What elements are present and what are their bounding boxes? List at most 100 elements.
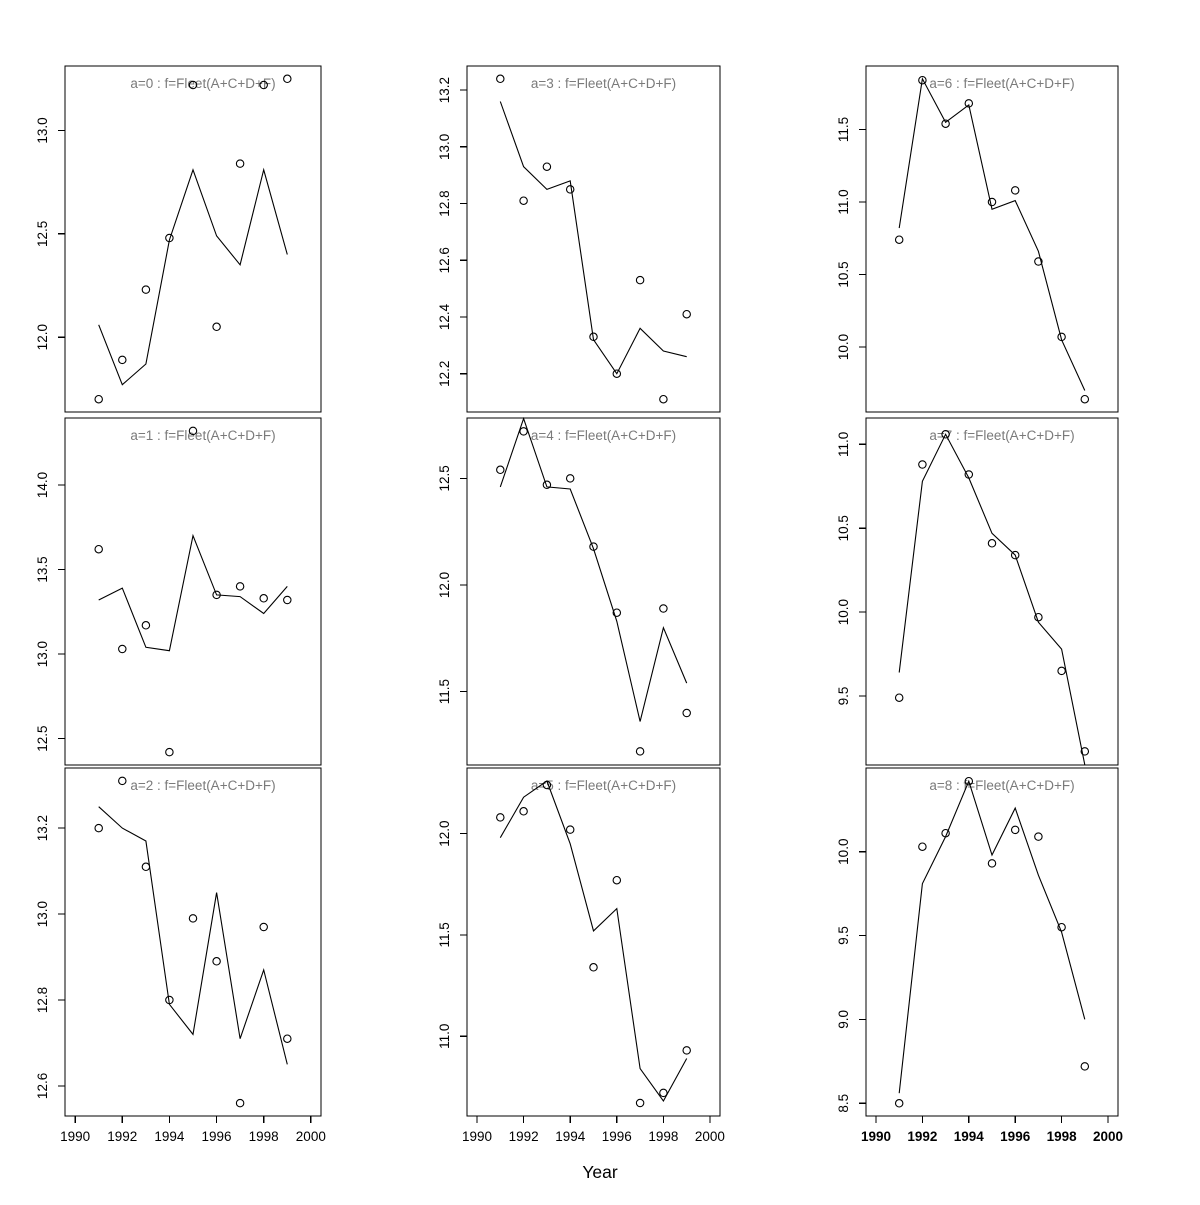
x-tick-label: 1996 (1000, 1129, 1031, 1144)
data-point (519, 807, 528, 816)
data-point (165, 233, 174, 243)
y-tick-label: 10.5 (836, 515, 851, 541)
data-point (894, 1099, 904, 1108)
y-tick-label: 12.5 (437, 465, 452, 491)
data-point (1034, 257, 1043, 266)
y-tick-label: 12.0 (35, 324, 50, 350)
data-point (519, 427, 528, 436)
data-point (94, 544, 103, 554)
panel-title: a=5 : f=Fleet(A+C+D+F) (531, 778, 676, 793)
data-point (141, 862, 151, 872)
y-tick-label: 10.0 (836, 334, 851, 360)
data-point (235, 1098, 245, 1108)
x-tick-label: 1996 (602, 1129, 632, 1144)
y-tick-label: 13.0 (35, 901, 50, 927)
data-point (1057, 332, 1066, 342)
data-point (259, 594, 268, 603)
data-point (682, 309, 691, 319)
data-point (659, 394, 668, 404)
panel-a6: a=6 : f=Fleet(A+C+D+F) 10.0 10.5 11.0 11.5 (836, 65, 1119, 413)
panel-title: a=8 : f=Fleet(A+C+D+F) (929, 778, 1074, 793)
y-tick-label: 11.0 (437, 1024, 452, 1049)
x-tick-label: 2000 (1093, 1129, 1123, 1144)
data-point (212, 322, 221, 332)
data-point (964, 99, 974, 108)
data-point (165, 995, 174, 1005)
data-point (141, 621, 151, 630)
y-tick-label: 11.0 (836, 189, 851, 214)
fitted-line (98, 167, 288, 386)
panel-title: a=2 : f=Fleet(A+C+D+F) (130, 778, 275, 793)
x-tick-label: 2000 (695, 1129, 725, 1144)
x-tick-label: 1990 (462, 1129, 492, 1144)
x-tick-label: 1996 (202, 1129, 232, 1144)
x-tick-label: 1998 (648, 1129, 678, 1144)
y-tick-label: 11.0 (836, 432, 851, 457)
data-point (941, 828, 950, 838)
y-tick-label: 9.5 (836, 926, 851, 945)
x-tick-label: 2000 (296, 1129, 326, 1144)
data-point (519, 196, 528, 205)
data-point (1034, 832, 1043, 841)
data-point (894, 235, 904, 244)
x-tick-label: 1994 (954, 1129, 985, 1144)
fitted-line (98, 806, 288, 1065)
fitted-line (499, 101, 687, 375)
fitted-line (499, 780, 688, 1103)
data-point (1057, 922, 1066, 932)
x-tick-label: 1992 (907, 1129, 937, 1144)
x-tick-label: 1994 (154, 1129, 185, 1144)
x-tick-label: 1990 (861, 1129, 891, 1144)
y-tick-label: 13.5 (35, 556, 50, 582)
data-point (659, 1088, 668, 1098)
y-tick-label: 12.4 (437, 303, 452, 330)
y-tick-label: 12.5 (35, 725, 50, 751)
data-point (212, 590, 221, 600)
data-point (235, 159, 245, 168)
x-tick-label: 1992 (509, 1129, 539, 1144)
panel-title: a=3 : f=Fleet(A+C+D+F) (531, 76, 676, 91)
panel-box (64, 767, 322, 1117)
data-point (682, 1046, 691, 1055)
y-tick-label: 12.5 (35, 221, 50, 247)
panel-a2: a=2 : f=Fleet(A+C+D+F) 12.6 12.8 13.0 13.2 19… (35, 767, 326, 1144)
panel-box (865, 767, 1119, 1117)
y-tick-label: 10.0 (836, 839, 851, 865)
x-tick-label: 1998 (1047, 1129, 1078, 1144)
data-point (542, 480, 552, 490)
y-tick-label: 12.6 (35, 1073, 50, 1099)
data-point (283, 1034, 292, 1043)
y-tick-label: 14.0 (35, 472, 50, 498)
x-tick-label: 1998 (249, 1129, 279, 1144)
y-tick-label: 12.0 (437, 572, 452, 598)
fitted-line (898, 779, 1086, 1094)
data-point (1010, 550, 1020, 560)
data-point (1057, 666, 1066, 676)
data-point (682, 708, 691, 718)
data-point (259, 922, 268, 932)
data-point (589, 963, 598, 972)
panel-box (466, 65, 721, 413)
y-tick-label: 10.0 (836, 599, 851, 625)
panel-a5: a=5 : f=Fleet(A+C+D+F) 11.0 11.5 12.0 1990 19… (437, 767, 725, 1144)
data-point (542, 162, 552, 171)
data-point (1080, 394, 1090, 404)
x-tick-label: 1994 (555, 1129, 586, 1144)
data-point (659, 604, 668, 613)
panel-a1: a=1 : f=Fleet(A+C+D+F) 12.5 13.0 13.5 14.0 (35, 417, 322, 766)
x-axis-label: Year (582, 1162, 618, 1182)
data-point (235, 582, 245, 591)
y-tick-label: 9.0 (836, 1010, 851, 1029)
fitted-line (98, 533, 288, 652)
panel-title: a=6 : f=Fleet(A+C+D+F) (929, 76, 1074, 91)
data-point (635, 1098, 645, 1108)
y-tick-label: 13.0 (35, 641, 50, 667)
data-point (565, 185, 575, 194)
data-point (894, 693, 904, 702)
fitted-line (898, 433, 1086, 765)
data-point (118, 776, 127, 786)
data-point (94, 394, 103, 404)
y-tick-label: 11.5 (437, 679, 452, 704)
